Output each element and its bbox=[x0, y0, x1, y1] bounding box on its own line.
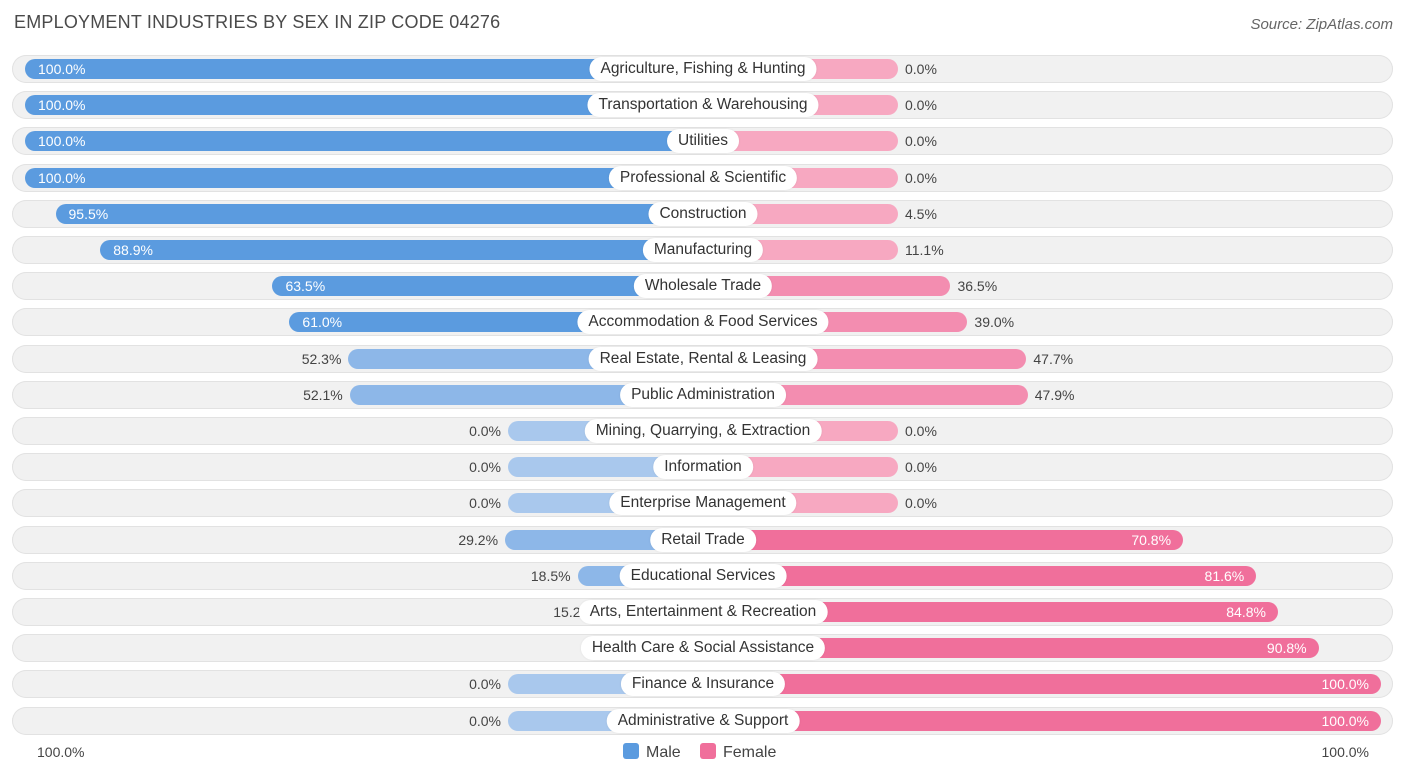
value-label-male: 0.0% bbox=[469, 712, 501, 729]
legend: Male Female bbox=[0, 742, 1406, 764]
legend-item-male[interactable]: Male bbox=[623, 742, 681, 764]
category-label: Professional & Scientific bbox=[608, 165, 798, 190]
category-label: Retail Trade bbox=[650, 527, 756, 552]
bar-male[interactable] bbox=[100, 240, 703, 260]
legend-item-female[interactable]: Female bbox=[700, 742, 776, 764]
value-label-male: 0.0% bbox=[469, 676, 501, 693]
legend-swatch-male bbox=[623, 743, 639, 759]
legend-swatch-female bbox=[700, 743, 716, 759]
value-label-male: 29.2% bbox=[458, 531, 499, 548]
category-label: Enterprise Management bbox=[609, 491, 797, 516]
bar-male[interactable] bbox=[55, 203, 703, 224]
bar-female[interactable] bbox=[703, 638, 1319, 659]
bar-female[interactable] bbox=[703, 565, 1257, 586]
value-label-female: 0.0% bbox=[905, 61, 937, 77]
bar-male[interactable] bbox=[25, 59, 703, 79]
value-label-female: 36.5% bbox=[957, 278, 998, 295]
bar-male[interactable] bbox=[272, 276, 703, 297]
category-label: Health Care & Social Assistance bbox=[580, 636, 826, 661]
value-label-male: 100.0% bbox=[38, 133, 86, 150]
value-label-male: 100.0% bbox=[38, 97, 86, 114]
category-label: Transportation & Warehousing bbox=[587, 93, 819, 118]
value-label-female: 11.1% bbox=[905, 242, 944, 258]
category-label: Administrative & Support bbox=[606, 708, 800, 733]
value-label-male: 100.0% bbox=[38, 61, 86, 77]
bar-male[interactable] bbox=[25, 131, 703, 152]
value-label-female: 4.5% bbox=[905, 205, 937, 222]
value-label-female: 90.8% bbox=[1266, 640, 1307, 657]
bar-male[interactable] bbox=[25, 167, 703, 188]
value-label-male: 95.5% bbox=[68, 205, 109, 222]
value-label-male: 88.9% bbox=[113, 242, 153, 258]
bar-female[interactable] bbox=[703, 710, 1381, 731]
category-label: Construction bbox=[648, 201, 758, 226]
legend-label-male: Male bbox=[646, 744, 681, 761]
category-label: Real Estate, Rental & Leasing bbox=[588, 346, 818, 371]
value-label-female: 0.0% bbox=[905, 459, 937, 476]
category-label: Finance & Insurance bbox=[620, 672, 786, 697]
value-label-male: 0.0% bbox=[469, 459, 501, 476]
value-label-male: 63.5% bbox=[285, 278, 326, 295]
category-label: Wholesale Trade bbox=[633, 274, 773, 299]
bar-female[interactable] bbox=[703, 529, 1184, 550]
category-label: Accommodation & Food Services bbox=[577, 310, 829, 335]
value-label-male: 52.1% bbox=[303, 386, 343, 403]
bar-female[interactable] bbox=[703, 674, 1381, 695]
value-label-female: 0.0% bbox=[905, 133, 937, 150]
category-label: Arts, Entertainment & Recreation bbox=[578, 600, 828, 624]
value-label-female: 100.0% bbox=[1321, 676, 1369, 693]
value-label-female: 0.0% bbox=[905, 97, 937, 114]
chart-title: EMPLOYMENT INDUSTRIES BY SEX IN ZIP CODE… bbox=[14, 12, 501, 32]
axis-left-label: 100.0% bbox=[37, 744, 85, 760]
bar-male[interactable] bbox=[349, 384, 703, 405]
category-label: Information bbox=[653, 455, 753, 480]
value-label-male: 18.5% bbox=[530, 567, 571, 584]
category-label: Mining, Quarrying, & Extraction bbox=[584, 419, 822, 443]
axis-right-label: 100.0% bbox=[1321, 744, 1369, 760]
category-label: Educational Services bbox=[619, 563, 787, 588]
legend-label-female: Female bbox=[723, 744, 777, 761]
value-label-female: 0.0% bbox=[905, 169, 937, 186]
category-label: Utilities bbox=[667, 129, 739, 154]
value-label-female: 39.0% bbox=[974, 314, 1015, 331]
value-label-male: 0.0% bbox=[469, 423, 501, 439]
value-label-female: 0.0% bbox=[905, 495, 937, 512]
source-credit: Source: ZipAtlas.com bbox=[1250, 16, 1393, 33]
value-label-female: 84.8% bbox=[1226, 604, 1266, 620]
value-label-female: 81.6% bbox=[1204, 567, 1245, 584]
value-label-male: 52.3% bbox=[301, 350, 342, 367]
value-label-male: 0.0% bbox=[469, 495, 501, 512]
category-label: Public Administration bbox=[620, 382, 786, 407]
value-label-female: 47.9% bbox=[1034, 386, 1075, 403]
value-label-female: 47.7% bbox=[1033, 350, 1074, 367]
value-label-female: 0.0% bbox=[905, 423, 937, 439]
value-label-male: 100.0% bbox=[38, 169, 86, 186]
value-label-male: 61.0% bbox=[302, 314, 343, 331]
category-label: Manufacturing bbox=[642, 238, 764, 262]
bar-male[interactable] bbox=[25, 95, 703, 116]
value-label-female: 100.0% bbox=[1321, 712, 1369, 729]
bar-female[interactable] bbox=[703, 131, 898, 152]
bar-female[interactable] bbox=[703, 602, 1278, 622]
value-label-female: 70.8% bbox=[1131, 531, 1172, 548]
category-label: Agriculture, Fishing & Hunting bbox=[589, 57, 817, 81]
